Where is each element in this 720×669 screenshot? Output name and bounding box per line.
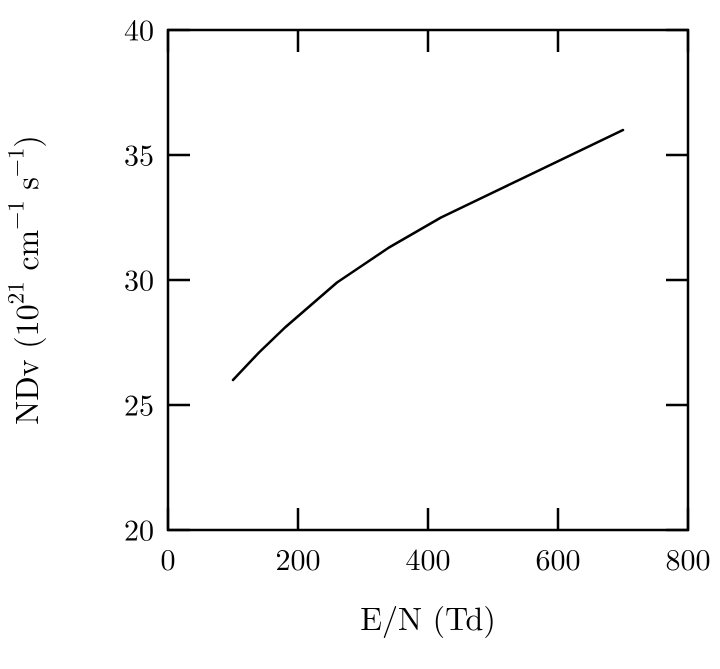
x-tick-label: 400 <box>406 536 451 579</box>
x-tick-label: 600 <box>536 536 581 579</box>
y-tick-label: 35 <box>124 132 154 175</box>
y-tick-label: 20 <box>124 507 154 550</box>
y-axis-label: NDv (1021 cm−1 s−1) <box>0 135 48 425</box>
line-chart: 0 200 400 600 800 20 25 30 35 40 E/N (Td) NDv (1021… <box>0 0 720 669</box>
x-tick-label: 800 <box>666 536 711 579</box>
x-tick-label: 0 <box>161 536 176 579</box>
chart-svg: 0 200 400 600 800 20 25 30 35 40 E/N (Td) NDv (1021… <box>0 0 720 669</box>
y-tick-label: 25 <box>124 382 154 425</box>
x-tick-label: 200 <box>276 536 321 579</box>
y-tick-label: 30 <box>124 257 154 300</box>
y-tick-label: 40 <box>124 7 154 50</box>
x-axis-label: E/N (Td) <box>360 595 496 640</box>
